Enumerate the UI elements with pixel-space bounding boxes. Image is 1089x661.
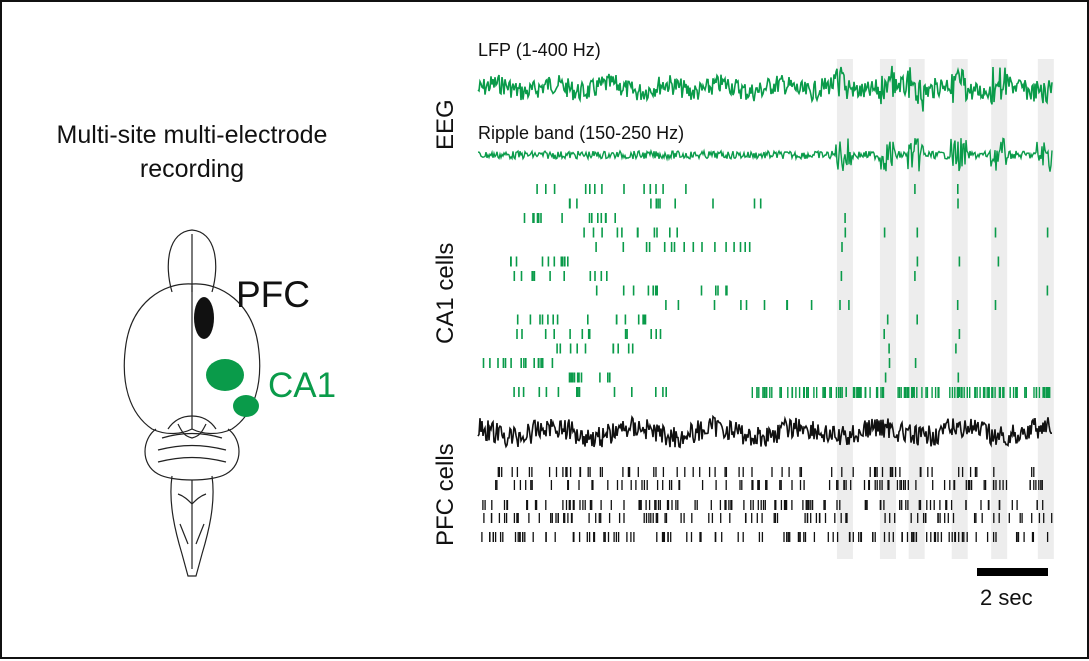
pfc-region-label: PFC: [236, 274, 310, 315]
eeg-axis-label: EEG: [432, 99, 459, 150]
ripple-trace-label: Ripple band (150-250 Hz): [478, 123, 685, 143]
ripple-event-band-2: [908, 59, 925, 559]
brain-diagram: [112, 224, 352, 584]
ca1-region-small-icon: [233, 395, 259, 417]
pfc-region-icon: [194, 297, 214, 339]
ca1-region-icon: [206, 359, 244, 391]
ripple-event-band-5: [1037, 59, 1054, 559]
panel-title: Multi-site multi-electrode recording: [56, 121, 328, 183]
pfc-cells-axis-label: PFC cells: [432, 443, 459, 546]
ca1-region-label: CA1: [268, 366, 337, 405]
time-scale-bar: [977, 568, 1048, 576]
lfp-trace: [477, 65, 1053, 112]
pfc-lfp-trace: [477, 414, 1052, 449]
ca1-cells-axis-label: CA1 cells: [432, 242, 459, 344]
time-scale-label: 2 sec: [980, 585, 1033, 610]
brain-outline-icon: [123, 229, 261, 577]
ripple-trace: [477, 137, 1053, 172]
lfp-trace-label: LFP (1-400 Hz): [478, 40, 601, 60]
